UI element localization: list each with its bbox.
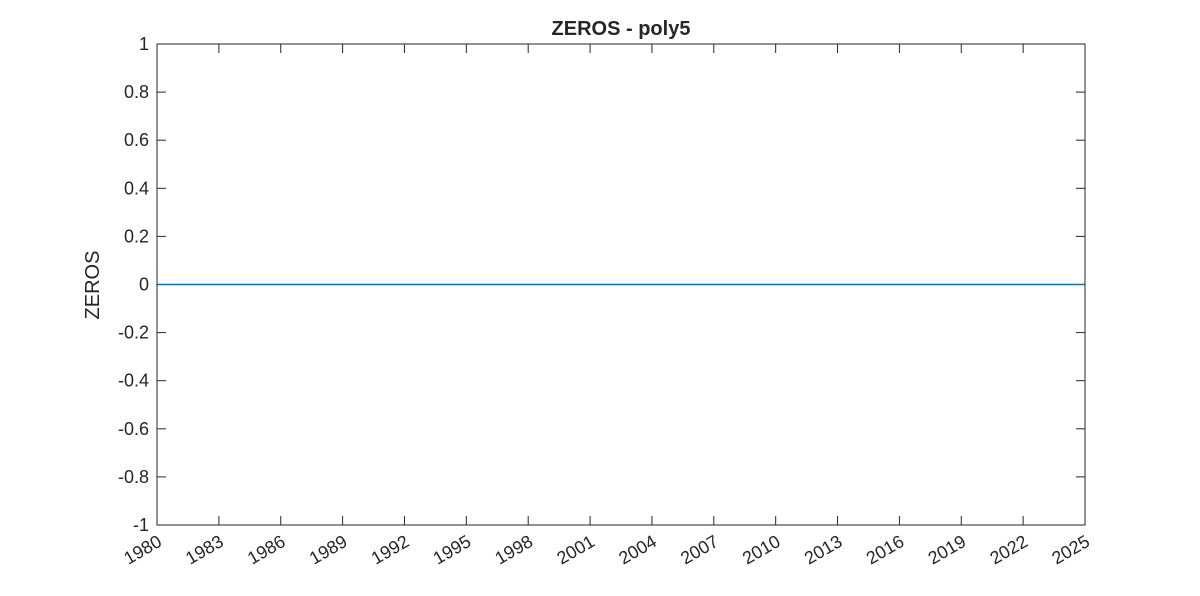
y-tick-label: 0.8 [124,82,149,102]
y-tick-label: -0.2 [118,323,149,343]
x-tick-label: 2019 [925,531,970,568]
y-tick-label: 0 [139,275,149,295]
y-tick-label: -0.6 [118,419,149,439]
x-tick-label: 2007 [677,531,722,568]
x-tick-label: 2016 [863,531,908,568]
y-tick-label: 0.4 [124,178,149,198]
x-tick-label: 2010 [739,531,784,568]
x-tick-label: 2001 [553,531,598,568]
x-tick-label: 2013 [801,531,846,568]
x-tick-label: 1992 [368,531,413,568]
chart-title: ZEROS - poly5 [552,18,691,40]
y-tick-label: -0.8 [118,467,149,487]
y-tick-label: -1 [133,515,149,535]
x-tick-label: 1986 [244,531,289,568]
x-tick-label: 2025 [1048,531,1093,568]
x-tick-label: 2004 [615,531,660,568]
x-tick-label: 1989 [306,531,351,568]
x-tick-label: 1980 [120,531,165,568]
x-tick-label: 1995 [430,531,475,568]
y-axis-label: ZEROS [82,251,104,320]
y-tick-label: 1 [139,34,149,54]
x-tick-label: 2022 [986,531,1031,568]
y-tick-label: 0.2 [124,226,149,246]
axes-box [156,43,1086,526]
x-tick-label: 1998 [492,531,537,568]
y-tick-label: -0.4 [118,371,149,391]
x-tick-label: 1983 [182,531,227,568]
y-axis: 1 0.8 0.6 0.4 0.2 0 -0.2 -0.4 -0.6 -0.8 -1 [118,34,1085,535]
y-tick-label: 0.6 [124,130,149,150]
